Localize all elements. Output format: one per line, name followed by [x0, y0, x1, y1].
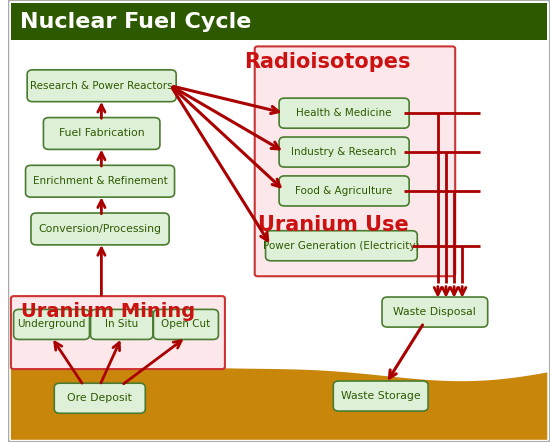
FancyBboxPatch shape	[153, 309, 218, 339]
FancyBboxPatch shape	[8, 0, 550, 442]
FancyBboxPatch shape	[31, 213, 169, 245]
FancyBboxPatch shape	[382, 297, 488, 327]
FancyBboxPatch shape	[27, 70, 176, 102]
Text: Open Cut: Open Cut	[161, 320, 211, 329]
Text: Uranium Mining: Uranium Mining	[21, 302, 195, 321]
FancyBboxPatch shape	[333, 381, 428, 411]
Text: In Situ: In Situ	[105, 320, 139, 329]
Text: Ore Deposit: Ore Deposit	[67, 393, 132, 403]
FancyBboxPatch shape	[279, 98, 409, 128]
FancyBboxPatch shape	[266, 231, 417, 261]
Text: Health & Medicine: Health & Medicine	[296, 108, 392, 118]
Text: Power Generation (Electricity): Power Generation (Electricity)	[263, 241, 420, 251]
FancyBboxPatch shape	[279, 176, 409, 206]
Text: Nuclear Fuel Cycle: Nuclear Fuel Cycle	[20, 11, 251, 32]
Text: Fuel Fabrication: Fuel Fabrication	[59, 129, 145, 138]
FancyBboxPatch shape	[255, 46, 455, 276]
FancyBboxPatch shape	[11, 3, 547, 40]
Text: Waste Disposal: Waste Disposal	[393, 307, 476, 317]
Text: Conversion/Processing: Conversion/Processing	[39, 224, 162, 234]
Text: Underground: Underground	[18, 320, 86, 329]
Text: Uranium Use: Uranium Use	[258, 215, 409, 236]
FancyBboxPatch shape	[11, 296, 225, 369]
FancyBboxPatch shape	[43, 118, 160, 149]
Text: Waste Storage: Waste Storage	[341, 391, 421, 401]
Text: Industry & Research: Industry & Research	[292, 147, 397, 157]
Text: Radioisotopes: Radioisotopes	[245, 52, 411, 72]
FancyBboxPatch shape	[279, 137, 409, 167]
FancyBboxPatch shape	[25, 165, 174, 197]
Text: Research & Power Reactors: Research & Power Reactors	[30, 81, 173, 91]
FancyBboxPatch shape	[54, 383, 145, 413]
FancyBboxPatch shape	[14, 309, 90, 339]
Text: Enrichment & Refinement: Enrichment & Refinement	[32, 176, 167, 186]
Text: Food & Agriculture: Food & Agriculture	[295, 186, 393, 196]
FancyBboxPatch shape	[91, 309, 153, 339]
Polygon shape	[11, 357, 547, 440]
